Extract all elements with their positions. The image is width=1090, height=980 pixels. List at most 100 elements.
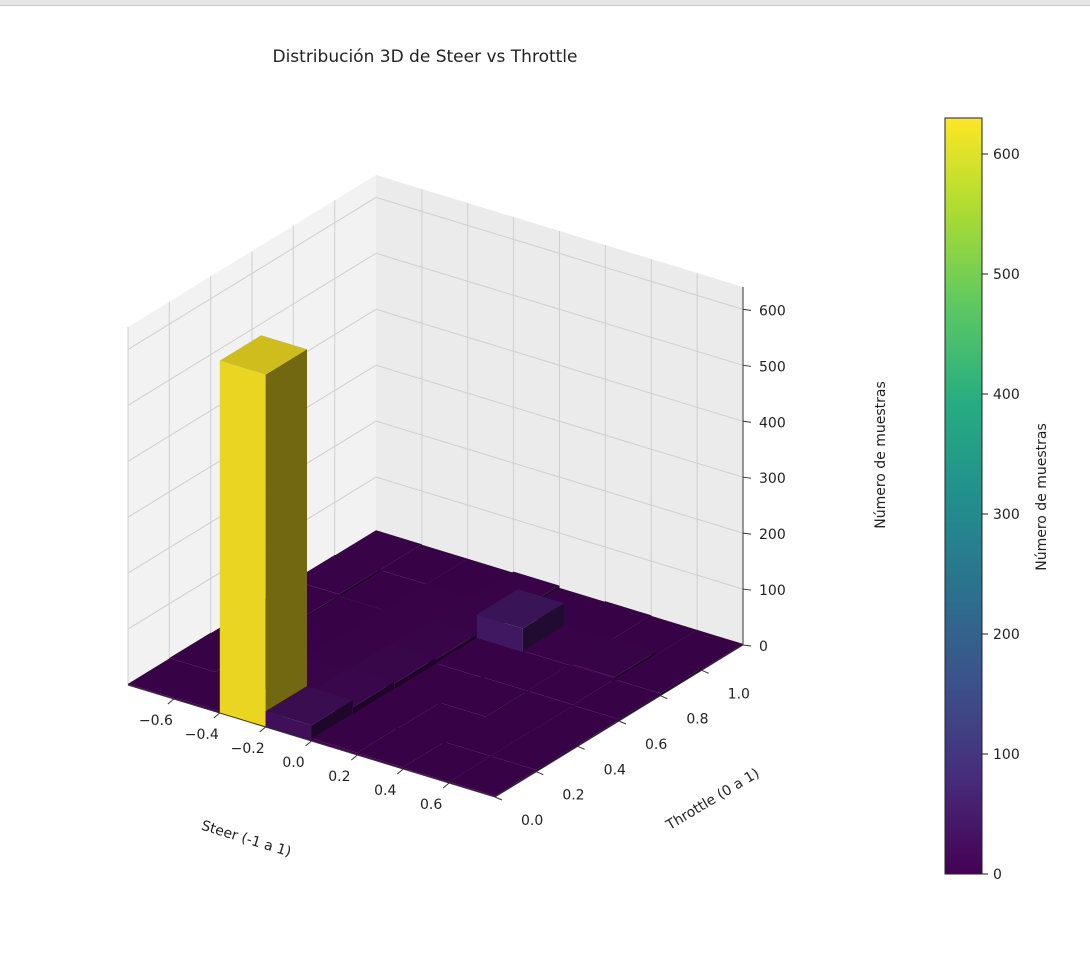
- z-grid-line: [127, 476, 744, 630]
- z-axis-label: Número de muestras: [873, 381, 889, 529]
- y-tick-label: 0.4: [604, 762, 626, 778]
- x-tick-label: 0.0: [282, 755, 304, 771]
- bar-top-face: [449, 756, 537, 796]
- y-tick-mark: [660, 695, 668, 700]
- bar-top-face: [564, 601, 652, 641]
- x-tick-mark: [396, 768, 404, 775]
- colorbar-tick-label: 200: [993, 627, 1020, 643]
- bar-top-face: [339, 571, 427, 611]
- y-tick-mark: [577, 745, 585, 750]
- colorbar: 0 100 200 300 400 500 600 Número de muestras: [944, 117, 1050, 883]
- bar: [219, 335, 307, 727]
- y-tick-mark: [701, 669, 709, 674]
- bar-front-face: [311, 738, 358, 755]
- bar-top-face: [265, 686, 353, 726]
- bar-side-face: [522, 603, 564, 654]
- z-tick-mark: [742, 420, 752, 423]
- z-tick-label: 200: [759, 527, 786, 543]
- z-tick-label: 0: [759, 639, 768, 655]
- bar-side-face: [311, 700, 353, 741]
- bars-group: [128, 335, 743, 797]
- bar-top-face: [302, 632, 390, 672]
- bar-front-face: [476, 614, 523, 654]
- bar-top-face: [614, 654, 702, 694]
- x-tick-mark: [442, 782, 450, 789]
- bar-top-face: [394, 663, 482, 704]
- z-grid-line: [127, 420, 744, 574]
- z-grid-line: [127, 364, 744, 518]
- bar-top-face: [403, 742, 491, 782]
- bar: [476, 589, 564, 654]
- z-grid-line: [127, 308, 744, 462]
- bar-top-face: [293, 555, 381, 595]
- z-tick-label: 500: [759, 359, 786, 375]
- x-tick-label: −0.6: [139, 713, 173, 729]
- x-axis-label: Steer (-1 a 1): [199, 818, 293, 861]
- bar-top-face: [385, 583, 473, 623]
- colorbar-tick-label: 300: [993, 507, 1020, 523]
- bar-top-face: [352, 688, 440, 728]
- x-tick-mark: [259, 726, 266, 733]
- bar-side-face: [265, 349, 307, 727]
- bar-top-face: [440, 677, 528, 717]
- x-tick-label: 0.4: [374, 783, 396, 799]
- window-top-bar: [0, 0, 1090, 6]
- colorbar-tick-label: 100: [993, 747, 1020, 763]
- z-tick-mark: [742, 644, 752, 647]
- bar-top-face: [476, 589, 564, 629]
- y-tick-mark: [618, 720, 627, 725]
- chart-title: Distribución 3D de Steer vs Throttle: [272, 47, 577, 67]
- x-tick-label: 0.6: [420, 797, 442, 813]
- bar-top-face: [655, 629, 743, 670]
- bar-top-face: [568, 637, 656, 678]
- bar-side-face: [352, 681, 395, 716]
- bar-top-face: [435, 638, 523, 678]
- colorbar-bar: [944, 117, 983, 875]
- x-tick-mark: [305, 740, 312, 747]
- bar-top-face: [490, 730, 578, 770]
- bar-top-face: [522, 625, 610, 665]
- bar-top-face: [389, 620, 477, 660]
- x-tick-mark: [167, 698, 175, 705]
- bar-top-face: [573, 680, 661, 720]
- z-grid-line: [127, 196, 744, 350]
- bar-top-face: [481, 651, 569, 691]
- y-tick-label: 0.8: [686, 712, 708, 728]
- z-tick-mark: [742, 308, 752, 311]
- z-tick-label: 300: [759, 471, 786, 487]
- bar-top-face: [343, 608, 431, 648]
- bar-top-face: [348, 644, 436, 684]
- z-tick-label: 600: [759, 303, 786, 319]
- z-tick-mark: [742, 532, 752, 535]
- bar-top-face: [219, 335, 307, 375]
- y-tick-label: 0.2: [562, 788, 584, 804]
- z-tick-mark: [742, 364, 752, 367]
- x-tick-mark: [213, 712, 221, 719]
- colorbar-label: Número de muestras: [1034, 423, 1050, 571]
- y-tick-mark: [494, 796, 503, 801]
- z-tick-label: 100: [759, 583, 786, 599]
- bar-top-face: [485, 691, 574, 732]
- y-tick-label: 1.0: [728, 686, 750, 702]
- z-tick-label: 400: [759, 415, 786, 431]
- bar-top-face: [311, 713, 399, 753]
- colorbar-tick-label: 400: [993, 387, 1020, 403]
- bar-top-face: [128, 658, 216, 698]
- bar-top-face: [380, 544, 468, 585]
- z-tick-mark: [742, 476, 752, 479]
- bar-side-face: [394, 658, 436, 691]
- x-tick-label: −0.2: [231, 741, 265, 757]
- bar-top-face: [334, 530, 422, 570]
- bar-front-face: [219, 360, 266, 727]
- z-tick-mark: [742, 588, 752, 591]
- colorbar-tick-label: 0: [993, 867, 1002, 883]
- bar-top-face: [444, 716, 532, 756]
- y-tick-mark: [536, 771, 544, 776]
- bar-front-face: [265, 711, 312, 741]
- colorbar-tick-label: 600: [993, 147, 1020, 163]
- bar: [265, 686, 353, 741]
- bar-top-face: [297, 596, 386, 636]
- bar-top-face: [531, 705, 619, 746]
- bar-top-face: [426, 558, 514, 599]
